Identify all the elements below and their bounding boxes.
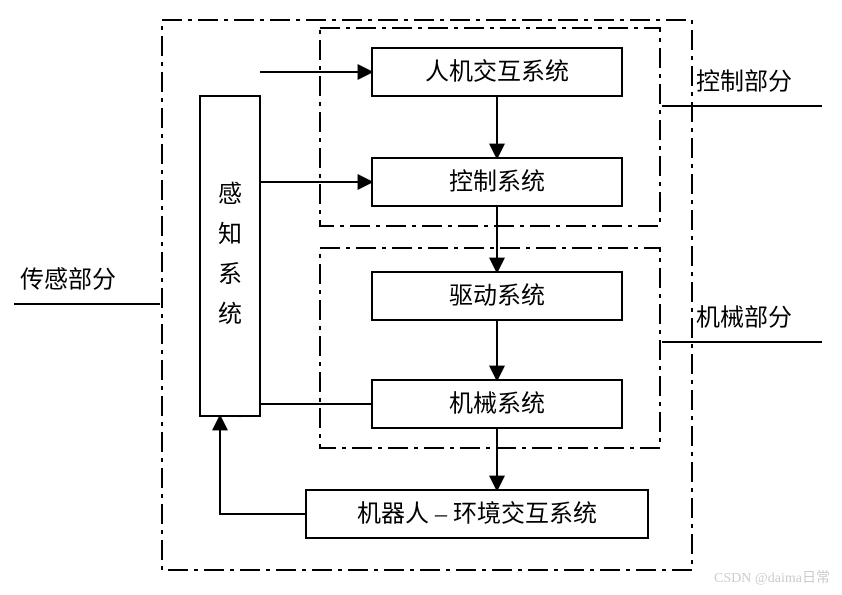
svg-text:机械系统: 机械系统 <box>449 391 545 418</box>
diagram-svg: 感知系统 人机交互系统 控制系统 驱动系统 机械系统 机器人 – 环境交互系统 … <box>0 0 842 595</box>
node-control: 控制系统 <box>372 158 622 206</box>
node-drive: 驱动系统 <box>372 272 622 320</box>
node-hmi: 人机交互系统 <box>372 48 622 96</box>
svg-text:驱动系统: 驱动系统 <box>449 283 545 310</box>
svg-text:控制系统: 控制系统 <box>449 169 545 196</box>
label-mech-part: 机械部分 <box>662 305 822 343</box>
node-env: 机器人 – 环境交互系统 <box>306 490 648 538</box>
label-sensor-part: 传感部分 <box>14 267 160 305</box>
edge-env-perception <box>220 416 306 514</box>
node-mech: 机械系统 <box>372 380 622 428</box>
watermark: CSDN @daima日常 <box>714 570 830 586</box>
svg-text:机器人 – 环境交互系统: 机器人 – 环境交互系统 <box>357 501 597 528</box>
label-control-part: 控制部分 <box>662 69 822 107</box>
svg-text:控制部分: 控制部分 <box>696 69 792 96</box>
svg-text:人机交互系统: 人机交互系统 <box>425 59 569 86</box>
svg-text:传感部分: 传感部分 <box>20 267 116 294</box>
node-perception: 感知系统 <box>200 96 260 416</box>
svg-text:机械部分: 机械部分 <box>696 305 792 332</box>
